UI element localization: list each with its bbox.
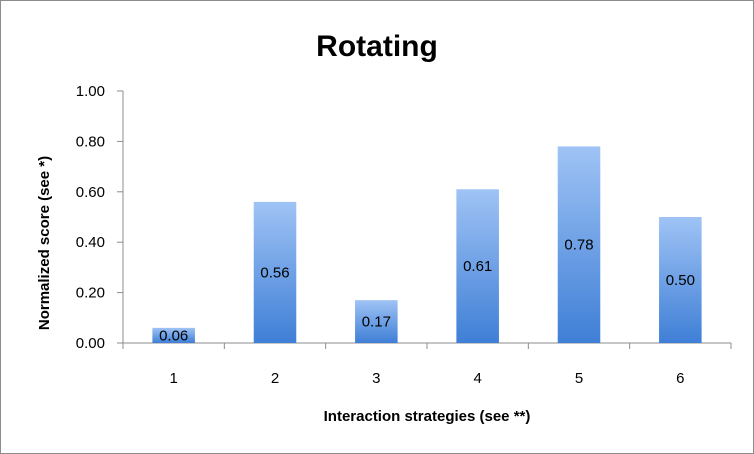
x-tick-label: 5 bbox=[575, 370, 583, 387]
x-axis-label: Interaction strategies (see **) bbox=[324, 408, 531, 425]
bar bbox=[355, 300, 398, 343]
y-tick-label: 0.20 bbox=[76, 285, 105, 302]
data-label: 0.78 bbox=[564, 237, 593, 254]
x-tick-label: 4 bbox=[473, 370, 481, 387]
plot-area: 0.00 0.20 0.40 0.60 0.80 1.00 0.06 1 0.56 2 0.17 3 0… bbox=[76, 83, 732, 387]
data-label: 0.50 bbox=[666, 272, 695, 289]
data-label: 0.17 bbox=[362, 314, 391, 331]
x-tick-label: 2 bbox=[271, 370, 279, 387]
bar bbox=[456, 189, 499, 343]
y-tick-label: 0.80 bbox=[76, 133, 105, 150]
bar bbox=[557, 146, 601, 343]
y-tick-label: 0.40 bbox=[76, 234, 105, 251]
bar bbox=[152, 327, 195, 343]
x-tick-label: 1 bbox=[169, 370, 177, 387]
x-tick-label: 3 bbox=[372, 370, 380, 387]
x-tick-label: 6 bbox=[676, 370, 684, 387]
y-tick-label: 0.60 bbox=[76, 184, 105, 201]
data-label: 0.06 bbox=[159, 327, 188, 344]
data-label: 0.61 bbox=[463, 258, 492, 275]
data-label: 0.56 bbox=[260, 264, 289, 281]
y-tick-label: 1.00 bbox=[76, 83, 105, 100]
chart-title: Rotating bbox=[316, 30, 438, 63]
y-tick-label: 0.00 bbox=[76, 335, 105, 352]
y-axis-label: Normalized score (see *) bbox=[36, 156, 53, 330]
bar bbox=[659, 217, 702, 343]
bar bbox=[253, 201, 297, 343]
